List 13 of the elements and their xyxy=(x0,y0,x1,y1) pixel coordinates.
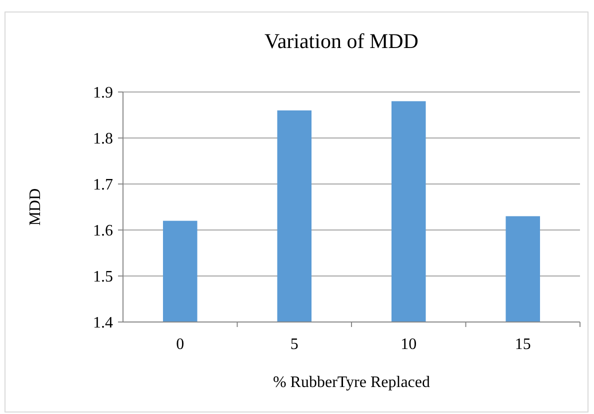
x-tick-label: 0 xyxy=(176,336,184,353)
x-tick-label: 10 xyxy=(400,336,417,353)
chart-title: Variation of MDD xyxy=(264,29,418,53)
y-tick-label: 1.8 xyxy=(93,130,113,148)
y-tick-label: 1.9 xyxy=(93,84,113,102)
y-tick-label: 1.7 xyxy=(93,176,113,194)
y-axis-title: MDD xyxy=(27,188,44,226)
x-tick-label: 5 xyxy=(290,336,298,353)
y-tick-label: 1.6 xyxy=(93,222,113,240)
y-tick-label: 1.5 xyxy=(93,268,113,286)
x-tick-label: 15 xyxy=(514,336,531,353)
y-tick-label: 1.4 xyxy=(93,314,113,332)
x-axis-title: % RubberTyre Replaced xyxy=(272,374,430,391)
